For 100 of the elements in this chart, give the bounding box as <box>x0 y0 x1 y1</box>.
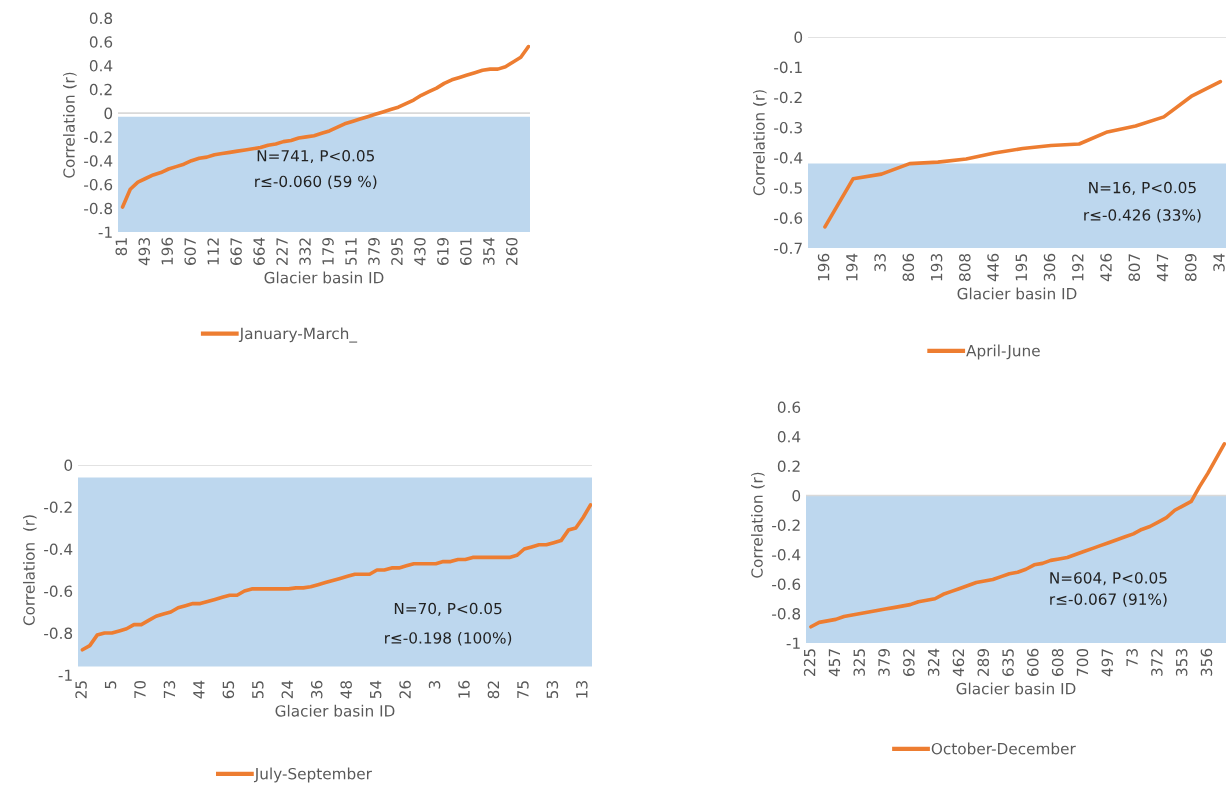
y-tick-label: -1 <box>58 669 72 681</box>
x-tick-label: 608 <box>1051 648 1064 676</box>
annotation: r≤-0.067 (91%) <box>1050 593 1167 607</box>
x-tick-label: 635 <box>1002 649 1014 676</box>
x-tick-label: 324 <box>927 648 940 676</box>
x-tick-label: 457 <box>828 649 841 677</box>
x-tick-label: 379 <box>368 237 380 265</box>
x-tick-label: 194 <box>846 253 858 281</box>
x-tick-label: 446 <box>987 253 999 282</box>
x-tick-label: 379 <box>878 648 890 676</box>
y-tick-label: -1 <box>98 226 112 238</box>
x-tick-label: 26 <box>399 680 411 699</box>
y-tick-label: -0.6 <box>772 578 801 591</box>
annotation: r≤-0.198 (100%) <box>385 631 512 646</box>
x-tick-label: 289 <box>977 648 990 676</box>
annotation: r≤-0.060 (59 %) <box>255 175 377 190</box>
y-tick-label: -0.8 <box>772 607 801 620</box>
y-tick-label: -0.7 <box>774 242 802 255</box>
y-tick-label: -0.4 <box>84 155 113 167</box>
x-tick-label: 356 <box>1200 648 1213 676</box>
legend-label: April-June <box>966 344 1040 360</box>
y-tick-label: -0.4 <box>44 543 73 556</box>
x-tick-label: 192 <box>1072 254 1084 281</box>
y-tick-label: -0.1 <box>774 61 802 74</box>
y-tick-label: 0.4 <box>89 60 113 72</box>
y-tick-label: -0.2 <box>774 91 802 104</box>
x-tick-label: 700 <box>1076 648 1089 676</box>
x-tick-label: 430 <box>414 237 426 266</box>
y-axis-title: Correlation (r) <box>750 472 765 578</box>
legend-label: October-December <box>931 742 1076 755</box>
x-tick-label: 493 <box>138 238 150 266</box>
y-tick-label: 0.4 <box>777 430 801 443</box>
x-tick-label: 808 <box>959 253 971 281</box>
x-tick-label: 3 <box>428 681 441 689</box>
annotation: N=741, P<0.05 <box>257 149 374 164</box>
x-tick-label: 36 <box>310 680 323 699</box>
x-tick-label: 332 <box>299 238 311 265</box>
legend-label: January-March_ <box>238 327 358 343</box>
x-tick-label: 807 <box>1128 254 1141 281</box>
y-tick-label: 0 <box>104 107 113 120</box>
x-tick-label: 354 <box>483 237 495 265</box>
x-axis-title: Glacier basin ID <box>264 271 384 284</box>
x-tick-label: 225 <box>803 649 816 676</box>
x-tick-label: 601 <box>460 238 472 265</box>
x-tick-label: 196 <box>161 237 173 265</box>
x-tick-label: 372 <box>1151 649 1163 676</box>
line-series <box>80 503 592 652</box>
x-tick-label: 195 <box>1015 254 1028 281</box>
x-tick-label: 353 <box>1175 649 1188 676</box>
x-tick-label: 447 <box>1156 254 1169 282</box>
x-tick-label: 196 <box>817 253 830 281</box>
x-tick-label: 664 <box>253 237 265 265</box>
y-tick-label: -0.4 <box>772 548 801 561</box>
y-tick-label: 0 <box>794 31 803 44</box>
x-tick-label: 73 <box>1126 649 1138 667</box>
x-tick-label: 34 <box>1213 253 1225 272</box>
x-tick-label: 73 <box>163 681 176 699</box>
y-tick-label: 0 <box>64 459 73 472</box>
x-tick-label: 606 <box>1027 648 1039 676</box>
line-series <box>823 79 1223 229</box>
x-tick-label: 24 <box>281 680 293 699</box>
x-tick-label: 70 <box>134 680 146 699</box>
x-tick-label: 193 <box>930 254 943 281</box>
y-tick-label: -0.6 <box>84 178 113 191</box>
x-tick-label: 81 <box>115 238 128 256</box>
y-tick-label: 0 <box>792 489 801 502</box>
x-axis-title: Glacier basin ID <box>956 682 1076 695</box>
line-series <box>809 442 1226 629</box>
x-tick-label: 13 <box>576 681 588 698</box>
x-tick-label: 806 <box>902 253 915 281</box>
x-tick-label: 426 <box>1100 253 1112 282</box>
x-axis-title: Glacier basin ID <box>957 287 1077 300</box>
x-tick-label: 295 <box>391 238 403 265</box>
x-tick-label: 667 <box>230 238 242 265</box>
y-tick-label: -0.2 <box>772 519 800 532</box>
y-tick-label: -0.5 <box>774 182 802 194</box>
y-tick-label: -0.6 <box>774 212 803 224</box>
annotation: r≤-0.426 (33%) <box>1084 208 1201 223</box>
x-tick-label: 325 <box>853 649 865 676</box>
x-tick-label: 260 <box>506 237 518 265</box>
y-tick-label: -0.8 <box>44 627 73 640</box>
x-tick-label: 82 <box>487 681 500 699</box>
x-tick-label: 5 <box>104 681 117 689</box>
x-tick-label: 497 <box>1101 649 1114 677</box>
y-tick-label: 0.6 <box>777 401 801 414</box>
x-tick-label: 33 <box>874 254 886 272</box>
y-axis-title: Correlation (r) <box>22 515 37 626</box>
x-tick-label: 25 <box>75 681 87 699</box>
y-tick-label: -1 <box>786 637 800 649</box>
x-tick-label: 809 <box>1184 253 1197 281</box>
x-tick-label: 53 <box>546 681 559 699</box>
x-tick-label: 65 <box>222 681 235 699</box>
x-tick-label: 227 <box>276 238 288 265</box>
x-tick-label: 179 <box>322 237 334 265</box>
x-tick-label: 692 <box>903 649 915 676</box>
y-tick-label: 0.2 <box>89 83 112 96</box>
x-axis-title: Glacier basin ID <box>275 704 395 717</box>
x-tick-label: 54 <box>370 680 382 699</box>
x-tick-label: 75 <box>517 681 529 699</box>
annotation: N=604, P<0.05 <box>1050 572 1167 586</box>
